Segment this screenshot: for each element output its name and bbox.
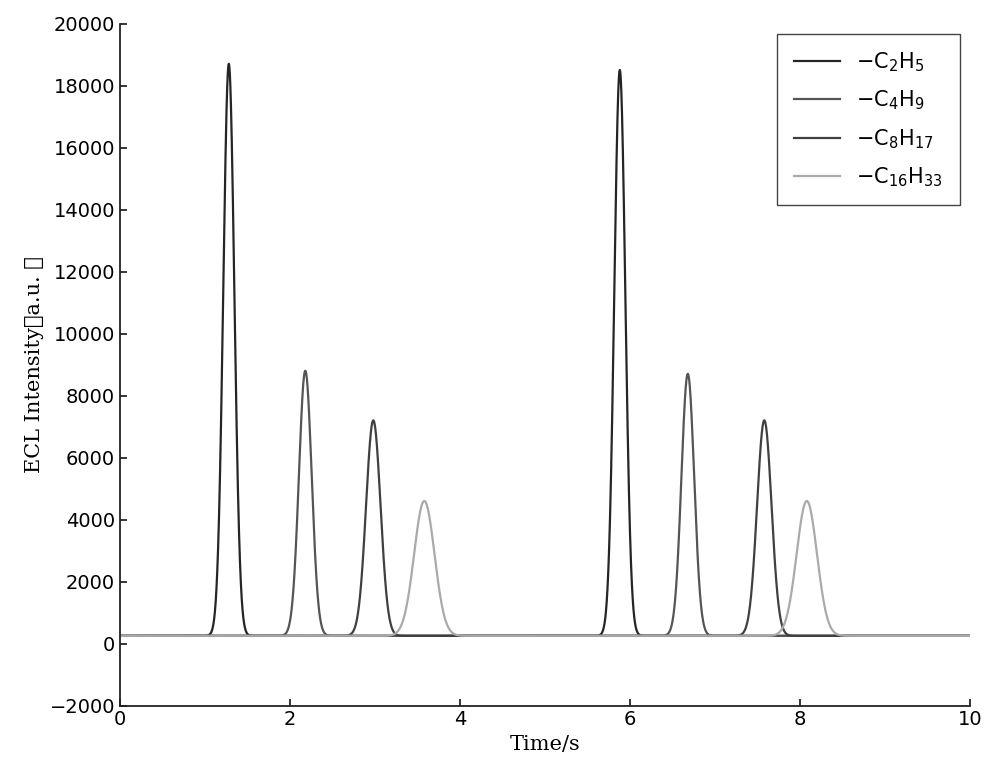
X-axis label: Time/s: Time/s	[510, 735, 580, 754]
Y-axis label: ECL Intensity（a.u. ）: ECL Intensity（a.u. ）	[25, 256, 44, 473]
Legend: $-\mathrm{C_2H_5}$, $-\mathrm{C_4H_9}$, $-\mathrm{C_8H_{17}}$, $-\mathrm{C_{16}H: $-\mathrm{C_2H_5}$, $-\mathrm{C_4H_9}$, …	[777, 34, 960, 205]
